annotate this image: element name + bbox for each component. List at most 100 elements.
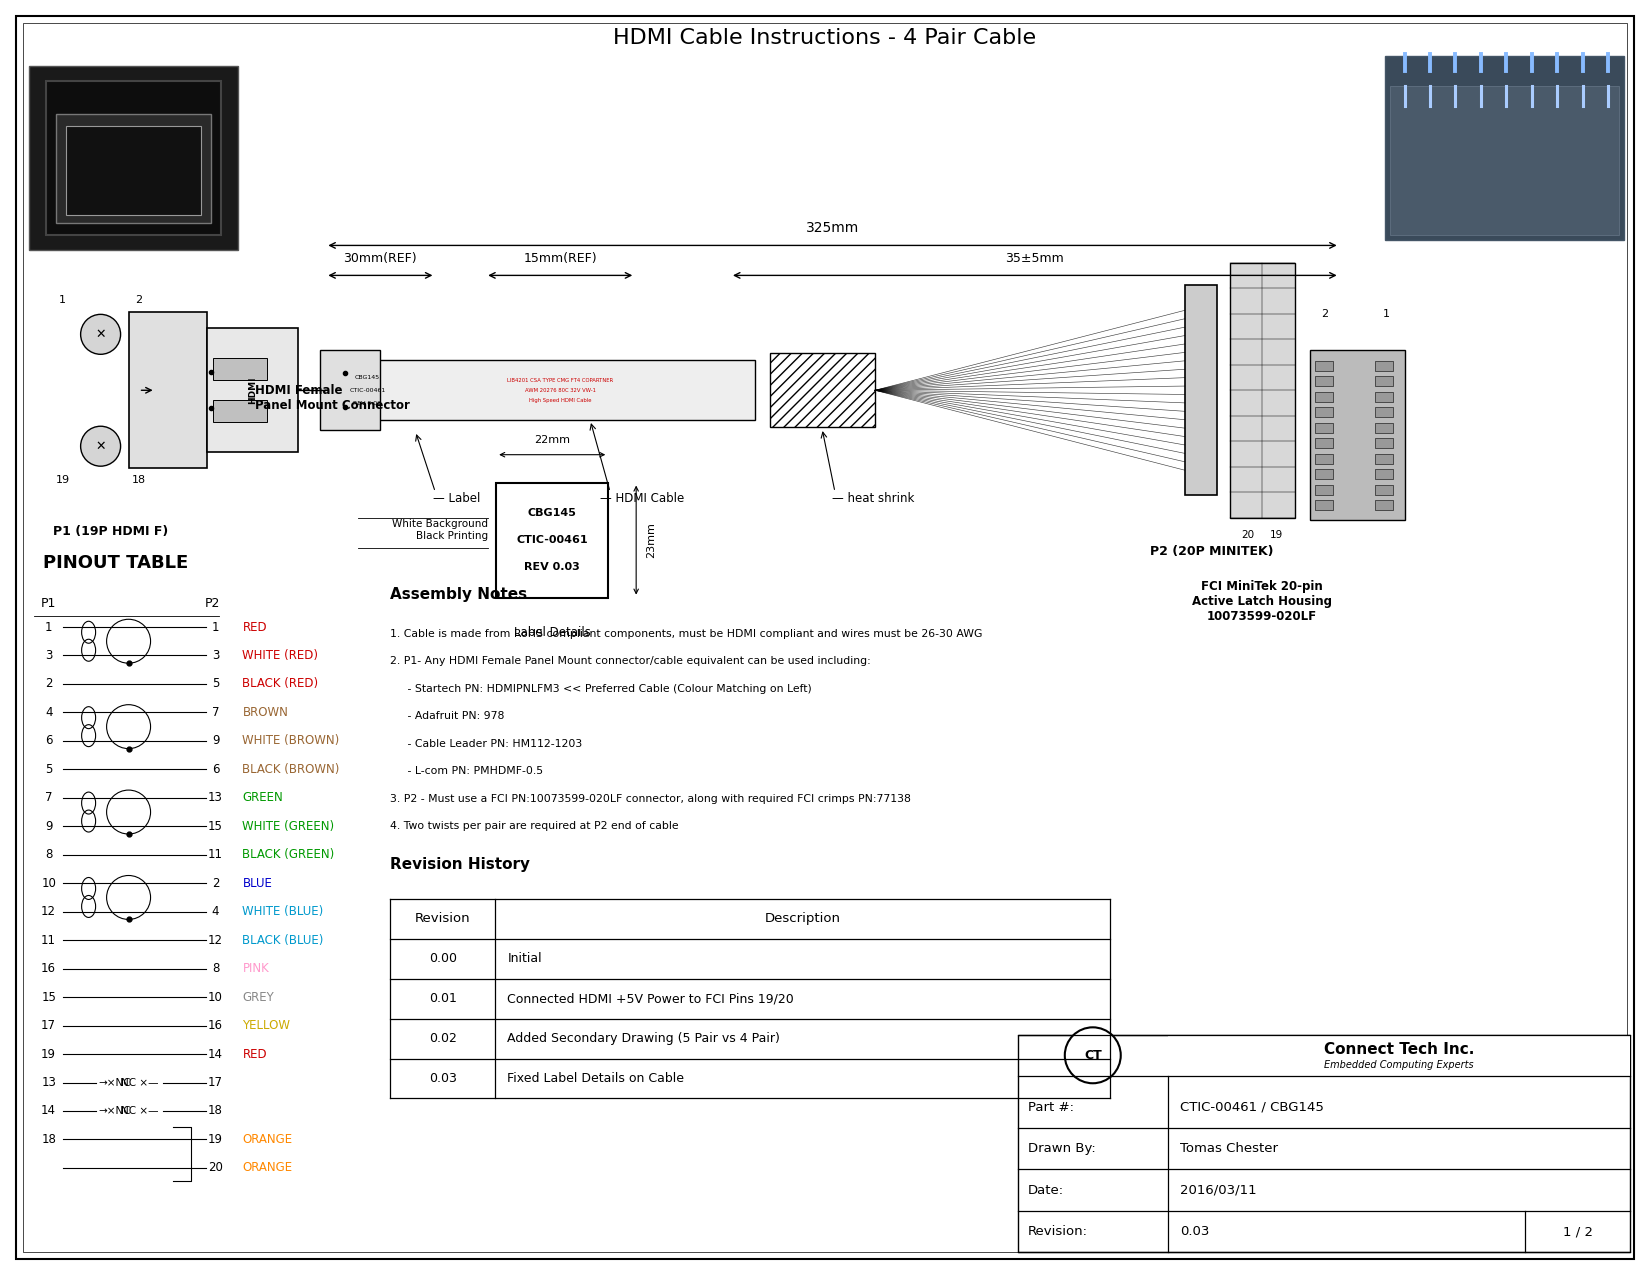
Text: 2: 2: [135, 296, 142, 306]
Text: CTIC-00461: CTIC-00461: [350, 388, 386, 393]
Bar: [1309, 351, 1405, 520]
Text: 35±5mm: 35±5mm: [1005, 252, 1065, 265]
Bar: [1375, 439, 1392, 449]
Bar: [1314, 484, 1332, 495]
Text: HDMI Female
Panel Mount Connector: HDMI Female Panel Mount Connector: [256, 384, 411, 412]
Text: P2 (20P MINITEK): P2 (20P MINITEK): [1151, 546, 1273, 558]
Text: RED: RED: [243, 621, 267, 634]
Text: Revision: Revision: [414, 912, 471, 926]
Bar: [66, 125, 200, 215]
Text: 5: 5: [45, 762, 53, 776]
Text: 18: 18: [208, 1104, 223, 1117]
Text: 5: 5: [211, 677, 220, 691]
Text: 2. P1- Any HDMI Female Panel Mount connector/cable equivalent can be used includ: 2. P1- Any HDMI Female Panel Mount conne…: [390, 657, 872, 667]
Text: 4: 4: [45, 706, 53, 719]
Text: REV 0.03: REV 0.03: [353, 400, 381, 405]
Text: - Adafruit PN: 978: - Adafruit PN: 978: [390, 711, 505, 722]
Text: 19: 19: [208, 1133, 223, 1146]
Text: FCI MiniTek 20-pin
Active Latch Housing
10073599-020LF: FCI MiniTek 20-pin Active Latch Housing …: [1192, 580, 1332, 623]
Text: 17: 17: [41, 1019, 56, 1031]
Text: Fixed Label Details on Cable: Fixed Label Details on Cable: [507, 1072, 684, 1085]
Text: Drawn By:: Drawn By:: [1029, 1142, 1096, 1155]
Text: 2: 2: [1321, 310, 1327, 319]
Text: 20: 20: [208, 1162, 223, 1174]
Bar: [1375, 407, 1392, 417]
Text: 13: 13: [208, 792, 223, 805]
Text: 1: 1: [45, 621, 53, 634]
Text: 1. Cable is made from RoHS compliant components, must be HDMI compliant and wire: 1. Cable is made from RoHS compliant com…: [390, 629, 982, 639]
Text: BLACK (BROWN): BLACK (BROWN): [243, 762, 340, 776]
Text: HDMI Cable Instructions - 4 Pair Cable: HDMI Cable Instructions - 4 Pair Cable: [614, 28, 1037, 47]
Text: 8: 8: [211, 963, 220, 975]
Text: 17: 17: [208, 1076, 223, 1089]
Bar: [497, 483, 608, 598]
Text: WHITE (BROWN): WHITE (BROWN): [243, 734, 340, 747]
Text: 12: 12: [41, 905, 56, 918]
Text: 16: 16: [208, 1019, 223, 1031]
Bar: [1314, 361, 1332, 371]
Text: 15mm(REF): 15mm(REF): [523, 252, 598, 265]
Bar: [1375, 469, 1392, 479]
Text: Part #:: Part #:: [1029, 1100, 1073, 1114]
Text: BLUE: BLUE: [243, 877, 272, 890]
Circle shape: [81, 315, 121, 354]
Bar: [1185, 286, 1217, 495]
Bar: [1385, 56, 1625, 241]
Text: BLACK (RED): BLACK (RED): [243, 677, 319, 691]
Text: 2016/03/11: 2016/03/11: [1180, 1183, 1256, 1197]
Bar: [1314, 454, 1332, 464]
Text: — heat shrink: — heat shrink: [832, 492, 915, 505]
Text: ✕: ✕: [96, 440, 106, 453]
Bar: [1375, 376, 1392, 386]
Text: GREEN: GREEN: [243, 792, 284, 805]
Text: Tomas Chester: Tomas Chester: [1180, 1142, 1278, 1155]
Text: →×NC: →×NC: [99, 1105, 130, 1116]
Text: 325mm: 325mm: [806, 222, 859, 236]
Bar: [769, 353, 875, 427]
Text: 4: 4: [211, 905, 220, 918]
Text: 20: 20: [1242, 529, 1255, 539]
Text: 19: 19: [56, 476, 69, 486]
Text: - Startech PN: HDMIPNLFM3 << Preferred Cable (Colour Matching on Left): - Startech PN: HDMIPNLFM3 << Preferred C…: [390, 683, 812, 694]
Text: Revision:: Revision:: [1029, 1225, 1088, 1238]
Bar: [1390, 85, 1620, 236]
Bar: [213, 400, 267, 422]
Text: 6: 6: [211, 762, 220, 776]
Bar: [1314, 439, 1332, 449]
Bar: [1314, 407, 1332, 417]
Text: CT: CT: [1085, 1049, 1101, 1062]
Text: 23mm: 23mm: [646, 523, 655, 558]
Text: - L-com PN: PMHDMF-0.5: - L-com PN: PMHDMF-0.5: [390, 766, 543, 776]
Text: CBG145: CBG145: [355, 375, 380, 380]
Bar: [1167, 1034, 1630, 1076]
Text: 10: 10: [41, 877, 56, 890]
Text: 7: 7: [211, 706, 220, 719]
Text: PINK: PINK: [243, 963, 269, 975]
Text: 2: 2: [45, 677, 53, 691]
Text: REV 0.03: REV 0.03: [525, 562, 580, 572]
Text: CBG145: CBG145: [528, 509, 576, 518]
Text: 11: 11: [41, 933, 56, 946]
Text: - Cable Leader PN: HM112-1203: - Cable Leader PN: HM112-1203: [390, 740, 583, 748]
Text: ORANGE: ORANGE: [243, 1162, 292, 1174]
Bar: [1314, 500, 1332, 510]
Text: 18: 18: [132, 476, 145, 486]
Text: 14: 14: [41, 1104, 56, 1117]
Bar: [325, 361, 755, 421]
Bar: [1230, 263, 1294, 518]
Text: 0.00: 0.00: [429, 952, 457, 965]
Text: Revision History: Revision History: [390, 857, 530, 872]
Text: 1 / 2: 1 / 2: [1563, 1225, 1593, 1238]
Text: BLACK (GREEN): BLACK (GREEN): [243, 848, 335, 862]
Text: 30mm(REF): 30mm(REF): [343, 252, 418, 265]
Text: BROWN: BROWN: [243, 706, 289, 719]
Text: Assembly Notes: Assembly Notes: [390, 586, 527, 602]
Text: PINOUT TABLE: PINOUT TABLE: [43, 555, 188, 572]
Text: ORANGE: ORANGE: [243, 1133, 292, 1146]
Bar: [1314, 376, 1332, 386]
Text: P2: P2: [205, 597, 220, 609]
Text: Description: Description: [764, 912, 840, 926]
Text: ✕: ✕: [96, 328, 106, 340]
Bar: [320, 351, 380, 430]
Text: GREY: GREY: [243, 991, 274, 1003]
